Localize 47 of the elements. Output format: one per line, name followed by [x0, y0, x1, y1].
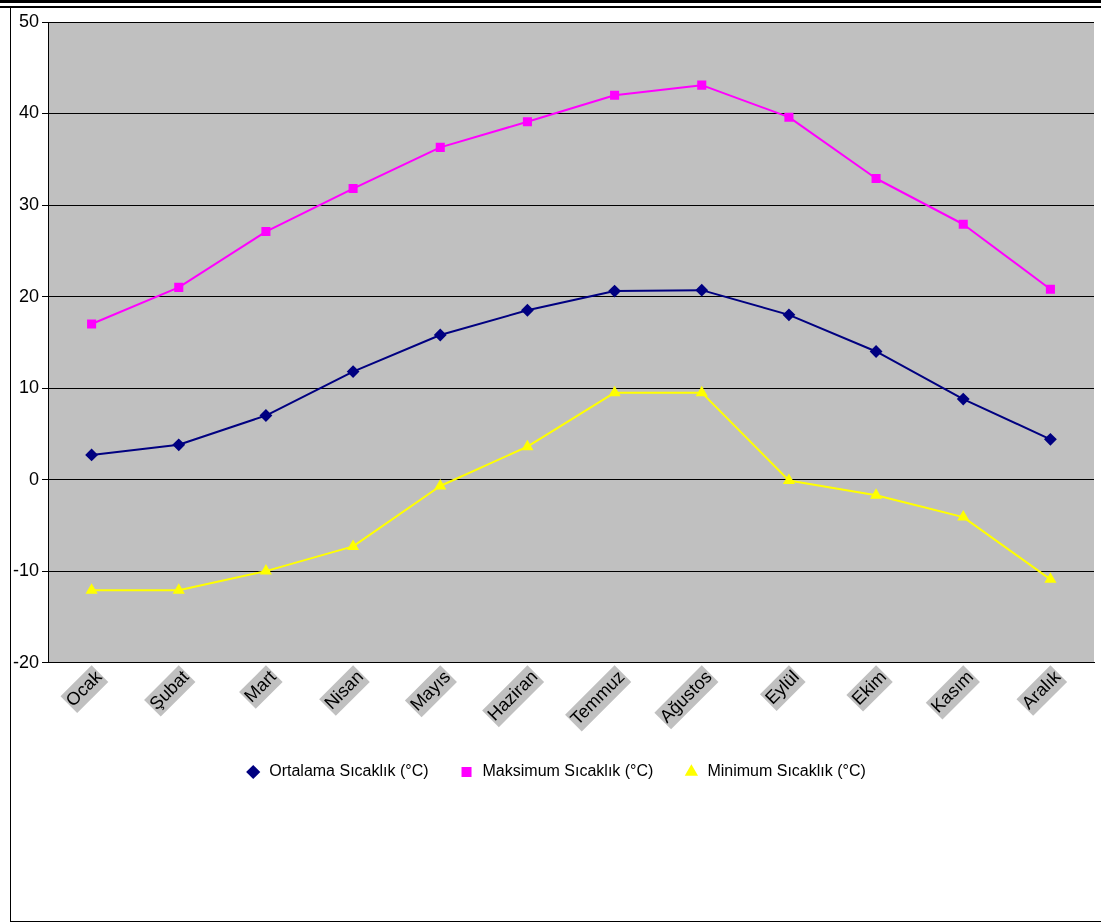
point — [608, 285, 621, 298]
point — [870, 489, 882, 499]
point — [85, 448, 98, 461]
y-tick-label: 20 — [18, 285, 40, 306]
point — [783, 474, 795, 485]
legend-label: Maksimum Sıcaklık (°C) — [482, 762, 654, 780]
point — [172, 438, 185, 451]
point — [87, 319, 97, 329]
point — [1045, 284, 1055, 294]
point — [434, 329, 447, 341]
point — [261, 227, 271, 237]
point — [1045, 573, 1056, 583]
y-tick-label: 0 — [29, 468, 40, 489]
point — [697, 80, 707, 90]
legend-label: Ortalama Sıcaklık (°C) — [269, 762, 429, 780]
point — [784, 112, 794, 122]
point — [695, 284, 708, 297]
point — [782, 308, 795, 321]
point — [434, 480, 446, 490]
point — [347, 365, 360, 378]
y-tick-label: 30 — [18, 194, 40, 215]
point — [871, 173, 881, 184]
point — [259, 409, 272, 422]
point — [521, 304, 534, 317]
point — [348, 184, 358, 194]
y-tick-label: 10 — [18, 377, 40, 398]
legend-label: Minimum Sıcaklık (°C) — [707, 762, 866, 780]
point — [609, 386, 620, 397]
point — [1044, 433, 1057, 446]
y-tick-label: -10 — [13, 560, 40, 581]
y-tick-label: -20 — [13, 651, 40, 672]
point — [957, 511, 969, 521]
point — [86, 584, 97, 594]
point — [174, 282, 184, 292]
point — [347, 540, 359, 550]
point — [522, 117, 532, 127]
point — [260, 565, 272, 575]
point — [522, 440, 533, 451]
y-tick-label: 50 — [18, 10, 40, 31]
point — [870, 345, 883, 358]
point — [696, 386, 708, 397]
point — [610, 90, 620, 100]
point — [435, 142, 445, 152]
point — [958, 219, 968, 229]
point — [173, 584, 185, 594]
y-tick-label: 40 — [18, 102, 40, 123]
point — [957, 393, 970, 406]
